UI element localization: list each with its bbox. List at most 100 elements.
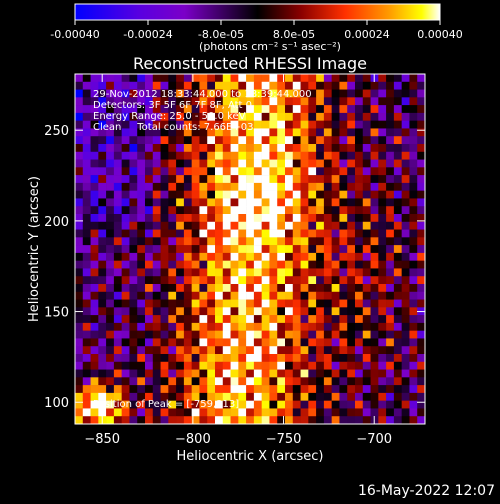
heatmap-cell <box>238 385 247 394</box>
heatmap-cell <box>378 377 387 386</box>
heatmap-cell <box>300 284 309 293</box>
heatmap-cell <box>199 112 208 121</box>
heatmap-cell <box>191 151 200 160</box>
heatmap-cell <box>292 369 301 378</box>
heatmap-cell <box>316 151 325 160</box>
heatmap-cell <box>145 175 154 184</box>
heatmap-cell <box>261 338 270 347</box>
heatmap-cell <box>238 330 247 339</box>
heatmap-cell <box>106 346 115 355</box>
heatmap-cell <box>168 385 177 394</box>
heatmap-cell <box>269 198 278 207</box>
x-tick-label: −850 <box>84 432 120 447</box>
heatmap-cell <box>409 346 418 355</box>
heatmap-cell <box>347 120 356 129</box>
heatmap-cell <box>355 315 364 324</box>
heatmap-cell <box>292 315 301 324</box>
heatmap-cell <box>269 338 278 347</box>
heatmap-cell <box>246 392 255 401</box>
heatmap-cell <box>98 120 107 129</box>
heatmap-cell <box>129 385 138 394</box>
heatmap-cell <box>82 190 91 199</box>
heatmap-cell <box>362 81 371 90</box>
heatmap-cell <box>386 338 395 347</box>
heatmap-cell <box>323 112 332 121</box>
heatmap-cell <box>207 136 216 145</box>
heatmap-cell <box>137 377 146 386</box>
heatmap-cell <box>129 198 138 207</box>
heatmap-cell <box>207 354 216 363</box>
heatmap-cell <box>129 291 138 300</box>
heatmap-cell <box>199 229 208 238</box>
heatmap-cell <box>191 385 200 394</box>
heatmap-cell <box>308 167 317 176</box>
heatmap-cell <box>323 346 332 355</box>
heatmap-cell <box>386 369 395 378</box>
heatmap-cell <box>300 400 309 409</box>
heatmap-cell <box>409 354 418 363</box>
heatmap-cell <box>137 136 146 145</box>
heatmap-cell <box>191 307 200 316</box>
heatmap-cell <box>183 198 192 207</box>
heatmap-cell <box>82 354 91 363</box>
heatmap-cell <box>417 276 426 285</box>
heatmap-cell <box>347 151 356 160</box>
heatmap-cell <box>362 167 371 176</box>
heatmap-cell <box>339 408 348 417</box>
heatmap-cell <box>75 322 84 331</box>
heatmap-cell <box>168 206 177 215</box>
heatmap-cell <box>253 416 262 425</box>
heatmap-cell <box>145 369 154 378</box>
heatmap-cell <box>183 369 192 378</box>
heatmap-cell <box>316 120 325 129</box>
heatmap-cell <box>215 198 224 207</box>
heatmap-cell <box>230 408 239 417</box>
heatmap-cell <box>331 74 340 83</box>
heatmap-cell <box>222 112 231 121</box>
heatmap-cell <box>378 151 387 160</box>
heatmap-cell <box>90 322 99 331</box>
heatmap-cell <box>323 408 332 417</box>
heatmap-cell <box>98 284 107 293</box>
heatmap-cell <box>215 307 224 316</box>
heatmap-cell <box>137 112 146 121</box>
heatmap-cell <box>355 151 364 160</box>
heatmap-cell <box>347 128 356 137</box>
heatmap-cell <box>323 276 332 285</box>
heatmap-cell <box>409 299 418 308</box>
heatmap-cell <box>339 369 348 378</box>
heatmap-cell <box>90 400 99 409</box>
heatmap-cell <box>145 377 154 386</box>
heatmap-cell <box>308 198 317 207</box>
heatmap-cell <box>137 291 146 300</box>
heatmap-cell <box>176 136 185 145</box>
heatmap-cell <box>238 198 247 207</box>
heatmap-cell <box>106 136 115 145</box>
heatmap-cell <box>386 416 395 425</box>
heatmap-cell <box>176 221 185 230</box>
heatmap-cell <box>106 167 115 176</box>
heatmap-cell <box>378 252 387 261</box>
heatmap-cell <box>417 315 426 324</box>
heatmap-cell <box>129 322 138 331</box>
heatmap-cell <box>207 97 216 106</box>
heatmap-cell <box>409 97 418 106</box>
heatmap-cell <box>347 74 356 83</box>
heatmap-cell <box>137 206 146 215</box>
heatmap-cell <box>300 144 309 153</box>
heatmap-cell <box>222 175 231 184</box>
heatmap-cell <box>168 198 177 207</box>
heatmap-cell <box>378 245 387 254</box>
heatmap-cell <box>386 229 395 238</box>
heatmap-cell <box>113 322 122 331</box>
heatmap-cell <box>230 74 239 83</box>
heatmap-cell <box>230 105 239 114</box>
heatmap-cell <box>160 330 169 339</box>
heatmap-cell <box>246 237 255 246</box>
heatmap-cell <box>168 315 177 324</box>
heatmap-cell <box>409 315 418 324</box>
heatmap-cell <box>145 245 154 254</box>
heatmap-cell <box>168 97 177 106</box>
heatmap-cell <box>82 182 91 191</box>
